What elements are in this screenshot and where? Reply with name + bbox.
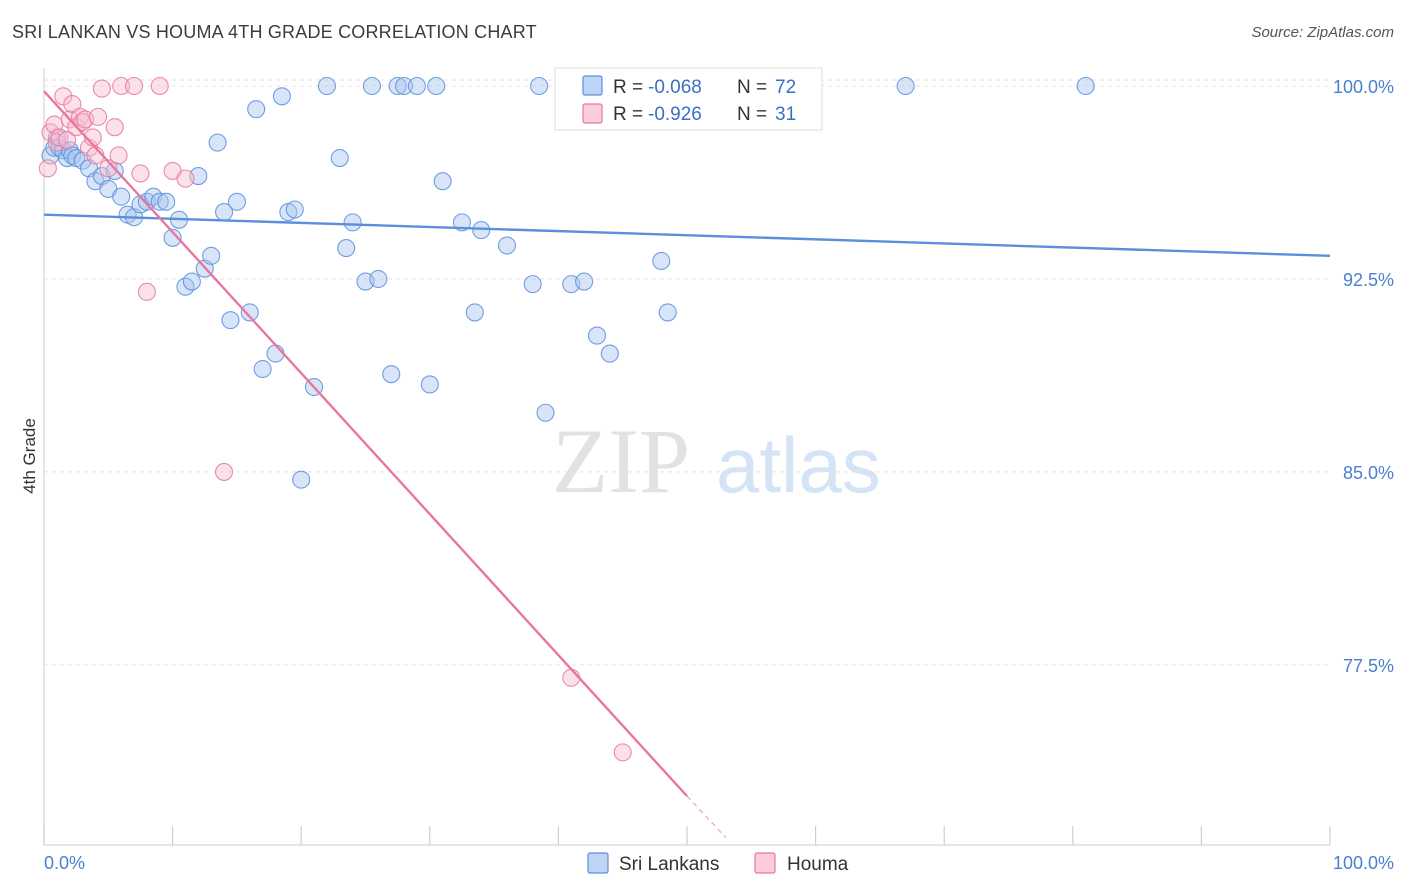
point-sri-lankans-49 <box>369 269 388 289</box>
point-sri-lankans-46 <box>343 213 362 232</box>
x-tick-label-left: 0.0% <box>44 853 85 873</box>
legend-r-label-0: R = <box>613 77 643 98</box>
point-sri-lankans-67 <box>600 344 619 363</box>
legend-r-label-1: R = <box>613 104 643 125</box>
point-houma-22 <box>124 76 144 96</box>
point-sri-lankans-26 <box>182 272 201 291</box>
legend-r-value-0: -0.068 <box>648 77 702 98</box>
point-sri-lankans-22 <box>157 192 176 211</box>
point-houma-23 <box>131 164 150 183</box>
point-sri-lankans-34 <box>240 303 259 322</box>
trend-line-sri-lankans <box>43 213 1331 258</box>
trend-line-houma <box>43 90 688 797</box>
point-sri-lankans-72 <box>1076 76 1095 96</box>
point-houma-3 <box>47 133 66 152</box>
watermark-atlas: atlas <box>716 421 881 509</box>
point-sri-lankans-35 <box>247 100 266 119</box>
point-sri-lankans-41 <box>292 470 311 489</box>
point-sri-lankans-48 <box>362 76 381 96</box>
point-sri-lankans-51 <box>388 76 407 96</box>
point-sri-lankans-23 <box>163 228 182 247</box>
point-sri-lankans-37 <box>266 344 285 363</box>
series-legend-swatch-houma <box>754 852 776 874</box>
point-sri-lankans-30 <box>208 133 227 152</box>
point-sri-lankans-45 <box>337 239 356 258</box>
x-tick-label-right: 100.0% <box>1333 853 1394 873</box>
point-sri-lankans-70 <box>658 303 677 322</box>
point-houma-30 <box>613 743 632 762</box>
point-houma-10 <box>70 107 90 126</box>
point-sri-lankans-66 <box>587 326 607 345</box>
point-sri-lankans-57 <box>452 213 472 232</box>
point-sri-lankans-61 <box>523 275 542 294</box>
series-legend: Sri Lankans Houma <box>587 852 849 875</box>
point-houma-20 <box>109 146 128 165</box>
legend-n-label-0: N = <box>737 77 767 98</box>
chart-title: SRI LANKAN VS HOUMA 4TH GRADE CORRELATIO… <box>12 22 537 42</box>
point-sri-lankans-43 <box>317 76 336 96</box>
point-sri-lankans-54 <box>420 375 439 394</box>
point-sri-lankans-58 <box>465 303 484 322</box>
watermark-zip: ZIP <box>552 410 690 512</box>
point-houma-29 <box>562 668 581 687</box>
point-houma-25 <box>150 76 169 96</box>
point-sri-lankans-44 <box>330 148 349 168</box>
point-houma-19 <box>105 118 124 137</box>
watermark: ZIP atlas <box>552 410 881 512</box>
point-houma-17 <box>92 79 111 98</box>
point-houma-28 <box>214 462 234 481</box>
stats-legend: R = -0.068 N = 72 R = -0.926 N = 31 <box>554 67 823 131</box>
point-sri-lankans-62 <box>530 76 549 96</box>
point-sri-lankans-50 <box>382 365 401 384</box>
legend-swatch-sri-lankans <box>582 75 603 96</box>
point-sri-lankans-65 <box>575 272 594 291</box>
point-sri-lankans-52 <box>395 76 414 96</box>
data-points <box>38 76 1095 762</box>
series-legend-label-sri-lankans: Sri Lankans <box>619 854 719 875</box>
point-sri-lankans-69 <box>652 251 671 271</box>
point-houma-24 <box>137 282 156 301</box>
legend-r-value-1: -0.926 <box>648 104 702 125</box>
point-sri-lankans-38 <box>272 87 291 106</box>
series-legend-label-houma: Houma <box>787 854 849 875</box>
point-houma-18 <box>99 159 118 178</box>
point-sri-lankans-59 <box>472 221 491 240</box>
y-tick-label-0: 100.0% <box>1333 77 1394 97</box>
point-sri-lankans-56 <box>433 172 452 191</box>
point-sri-lankans-21 <box>150 192 169 211</box>
point-sri-lankans-33 <box>227 192 246 211</box>
x-ticks <box>43 826 1331 845</box>
legend-n-value-1: 31 <box>775 104 796 125</box>
y-tick-labels: 100.0% 92.5% 85.0% 77.5% <box>1333 77 1394 676</box>
point-sri-lankans-53 <box>407 76 426 96</box>
legend-swatch-houma <box>582 103 603 124</box>
point-houma-27 <box>176 169 195 188</box>
legend-n-value-0: 72 <box>775 77 796 98</box>
chart-source: Source: ZipAtlas.com <box>1251 24 1394 41</box>
trend-line-extension-houma <box>686 795 727 838</box>
y-tick-label-1: 92.5% <box>1343 270 1394 290</box>
point-houma-16 <box>88 107 108 126</box>
point-sri-lankans-32 <box>221 311 240 330</box>
y-tick-label-2: 85.0% <box>1343 463 1394 483</box>
trend-lines <box>43 90 1331 838</box>
point-sri-lankans-60 <box>497 236 517 255</box>
point-sri-lankans-40 <box>285 200 304 219</box>
point-sri-lankans-15 <box>112 187 131 206</box>
y-tick-label-3: 77.5% <box>1343 656 1394 676</box>
point-houma-21 <box>112 76 131 96</box>
y-axis-label: 4th Grade <box>20 418 39 494</box>
gridlines <box>44 79 1330 666</box>
point-sri-lankans-63 <box>536 403 555 422</box>
point-sri-lankans-55 <box>427 76 446 96</box>
point-sri-lankans-36 <box>253 359 272 379</box>
series-legend-swatch-sri-lankans <box>587 852 609 874</box>
legend-n-label-1: N = <box>737 104 767 125</box>
point-houma-0 <box>38 159 57 178</box>
point-houma-6 <box>58 130 77 150</box>
point-sri-lankans-71 <box>896 76 915 96</box>
point-sri-lankans-29 <box>202 246 221 265</box>
